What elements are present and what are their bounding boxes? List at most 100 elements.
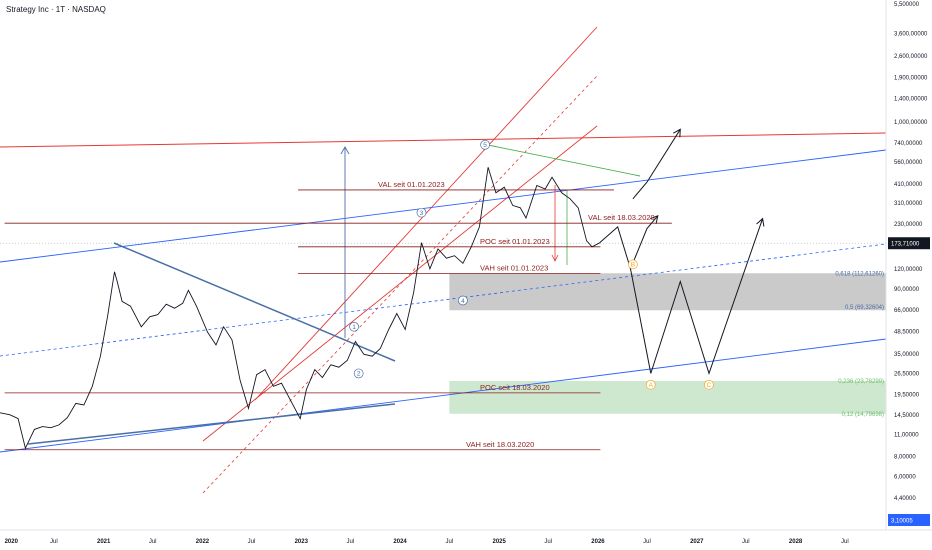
low-marker-tag <box>888 514 930 526</box>
x-tick-label: 2022 <box>196 539 210 545</box>
blue-lower-trendline[interactable] <box>0 338 887 453</box>
y-tick-label: 8,00000 <box>894 454 916 460</box>
wave-label: 3 <box>420 210 424 217</box>
x-axis-panel <box>0 530 932 550</box>
red-channel-upper[interactable] <box>419 26 598 221</box>
x-tick-label: Jul <box>248 539 256 545</box>
wave-label: 5 <box>483 142 487 149</box>
current-price-label: 173,71000 <box>891 242 920 248</box>
price-layer <box>0 167 600 450</box>
fib-label: 0,618 (112,61260) <box>835 271 884 277</box>
green-zone <box>449 380 886 414</box>
x-tick-label: 2025 <box>492 539 506 545</box>
y-axis-panel <box>886 0 932 550</box>
scenario-arrowhead <box>673 128 681 138</box>
y-tick-label: 120,00000 <box>894 267 923 273</box>
steel-downtrend-line[interactable] <box>113 242 396 362</box>
y-tick-label: 2,600,00000 <box>894 54 928 60</box>
blue-upper-trendline[interactable] <box>0 149 887 263</box>
steel-support-line[interactable] <box>27 403 396 445</box>
x-tick-label: 2024 <box>393 539 407 545</box>
y-tick-label: 410,00000 <box>894 182 923 188</box>
low-marker-label: 3,10005 <box>891 519 913 525</box>
fib-label: 0,5 (69,32604) <box>845 305 884 311</box>
y-tick-label: 3,600,00000 <box>894 31 928 37</box>
x-tick-label: 2020 <box>5 539 19 545</box>
wave-label: 2 <box>357 371 361 378</box>
trendlines-layer <box>0 26 887 494</box>
wave-label-circle <box>628 259 638 270</box>
x-tick-label: 2023 <box>295 539 309 545</box>
y-tick-label: 560,00000 <box>894 160 923 166</box>
wave-label-circle <box>458 295 468 306</box>
y-tick-label: 4,40000 <box>894 496 916 502</box>
wave-label-circle <box>645 379 656 390</box>
level-label: VAL seit 18.03.2020 <box>588 213 655 222</box>
wave-label-circle <box>353 368 364 379</box>
y-tick-label: 310,00000 <box>894 201 923 207</box>
price-line <box>0 167 600 450</box>
chart-title: Strategy Inc · 1T · NASDAQ <box>6 5 106 14</box>
y-tick-label: 35,00000 <box>894 352 920 358</box>
wave-label: 1 <box>352 324 356 331</box>
level-label: POC seit 18.03.2020 <box>480 383 550 392</box>
x-tick-label: 2026 <box>591 539 605 545</box>
y-tick-label: 90,00000 <box>894 287 920 293</box>
y-tick-label: 740,00000 <box>894 141 923 147</box>
y-tick-label: 19,50000 <box>894 393 920 399</box>
wave-label-circle <box>416 207 427 218</box>
level-label: VAH seit 01.01.2023 <box>480 264 548 273</box>
gray-zone <box>449 273 886 311</box>
measure-arrow-blue-head <box>340 146 350 155</box>
x-tick-label: Jul <box>742 539 750 545</box>
scenario-path-up <box>632 129 681 200</box>
red-channel-lower[interactable] <box>202 125 598 442</box>
green-trend-line[interactable] <box>487 144 641 177</box>
x-tick-label: Jul <box>841 539 849 545</box>
y-tick-label: 11,00000 <box>894 432 919 438</box>
scenario-path-1 <box>598 215 659 271</box>
y-tick-label: 14,50000 <box>894 413 920 419</box>
y-tick-label: 48,50000 <box>894 330 920 336</box>
labels-layer: VAL seit 01.01.2023 VAL seit 18.03.2020 PO… <box>349 139 884 449</box>
x-tick-label: Jul <box>446 539 454 545</box>
scenario-arrowhead <box>756 217 765 227</box>
measure-arrow-red-head <box>551 254 559 262</box>
levels-layer <box>4 189 672 451</box>
x-tick-label: 2028 <box>789 539 803 545</box>
x-tick-label: 2027 <box>690 539 704 545</box>
wave-label: 4 <box>461 298 465 305</box>
fib-label: 0,12 (14,79698) <box>842 412 884 418</box>
wave-label: A <box>649 382 654 389</box>
level-label: VAH seit 18.03.2020 <box>466 440 534 449</box>
y-tick-label: 26,50000 <box>894 371 920 377</box>
red-resistance-line[interactable] <box>0 132 887 148</box>
x-tick-label: Jul <box>544 539 552 545</box>
wave-label: C <box>707 382 712 389</box>
current-price-tag <box>888 237 930 250</box>
x-tick-label: Jul <box>346 539 354 545</box>
wave-label-circle <box>349 321 359 332</box>
x-tick-label: 2021 <box>97 539 111 545</box>
fib-label: 0,236 (23,78299) <box>838 379 884 385</box>
wave-label: B <box>631 262 635 269</box>
x-tick-label: Jul <box>149 539 157 545</box>
blue-dashed-trendline[interactable] <box>0 243 887 357</box>
y-tick-label: 1,900,00000 <box>894 76 928 82</box>
y-tick-label: 6,00000 <box>894 474 916 480</box>
scenario-layer <box>598 128 765 375</box>
y-tick-label: 66,00000 <box>894 308 920 314</box>
red-upper-left[interactable] <box>254 219 421 401</box>
scenario-path-2 <box>630 218 764 375</box>
level-label: VAL seit 01.01.2023 <box>378 180 445 189</box>
wave-label-circle <box>480 139 490 150</box>
y-tick-label: 230,00000 <box>894 222 923 228</box>
y-tick-label: 5,500000 <box>894 2 920 8</box>
level-label: POC seit 01.01.2023 <box>480 237 550 246</box>
y-tick-label: 1,000,00000 <box>894 120 928 126</box>
x-tick-label: Jul <box>50 539 58 545</box>
y-tick-label: 1,400,00000 <box>894 97 928 103</box>
x-tick-label: Jul <box>643 539 651 545</box>
